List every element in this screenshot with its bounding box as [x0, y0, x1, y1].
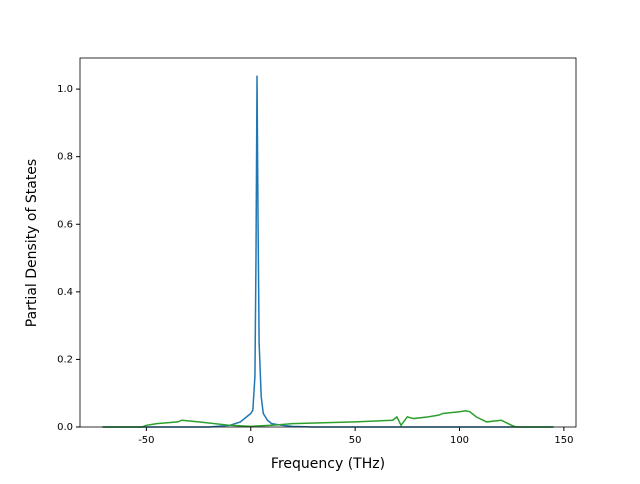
- x-tick-label: -50: [138, 435, 154, 446]
- y-tick-label: 0.0: [57, 422, 73, 433]
- line: [102, 75, 554, 428]
- x-tick-label: 50: [349, 435, 362, 446]
- y-axis-label: Partial Density of States: [24, 159, 40, 327]
- x-tick-label: 0: [248, 435, 254, 446]
- y-tick-label: 0.2: [57, 354, 73, 365]
- x-tick-label: 100: [450, 435, 469, 446]
- x-tick-label: 150: [554, 435, 573, 446]
- y-tick-label: 0.4: [57, 287, 73, 298]
- y-tick-label: 1.0: [57, 84, 73, 95]
- y-tick-label: 0.8: [57, 152, 73, 163]
- y-tick-label: 0.6: [57, 219, 73, 230]
- line: [102, 410, 554, 428]
- plot-frame: [79, 57, 577, 428]
- x-axis-label: Frequency (THz): [271, 456, 385, 472]
